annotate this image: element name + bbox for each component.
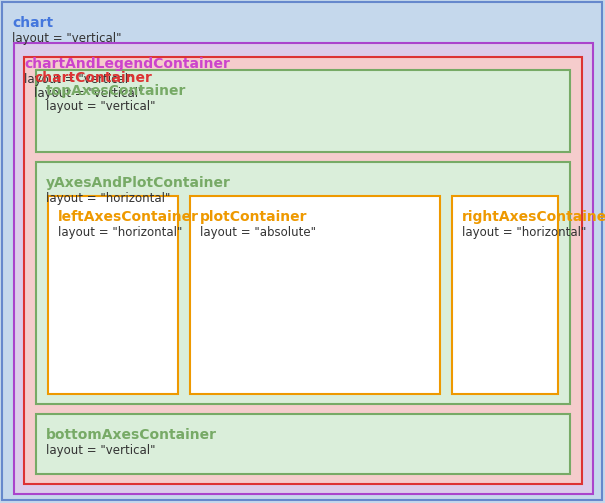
Text: layout = "vertical": layout = "vertical" [46,100,155,113]
Text: rightAxesContainer: rightAxesContainer [462,210,605,224]
Text: chart: chart [12,16,53,30]
Text: chartAndLegendContainer: chartAndLegendContainer [24,57,230,71]
Text: layout = "horizontal": layout = "horizontal" [462,226,586,239]
Text: layout = "vertical": layout = "vertical" [12,32,122,45]
Text: chartContainer: chartContainer [34,71,152,85]
Bar [190,196,440,394]
Bar [14,43,593,494]
Text: layout = "vertical": layout = "vertical" [34,87,143,100]
Text: layout = "horizontal": layout = "horizontal" [58,226,182,239]
Bar [24,57,582,484]
Text: layout = "absolute": layout = "absolute" [200,226,316,239]
Text: plotContainer: plotContainer [200,210,307,224]
Text: leftAxesContainer: leftAxesContainer [58,210,199,224]
Text: topAxesContainer: topAxesContainer [46,84,186,98]
Text: bottomAxesContainer: bottomAxesContainer [46,428,217,442]
Bar [48,196,178,394]
Bar [36,162,570,404]
Text: layout = "vertical": layout = "vertical" [24,73,134,86]
Text: layout = "vertical": layout = "vertical" [46,444,155,457]
Text: yAxesAndPlotContainer: yAxesAndPlotContainer [46,176,231,190]
Bar [36,414,570,474]
Bar [36,70,570,152]
Text: layout = "horizontal": layout = "horizontal" [46,192,171,205]
Bar [452,196,558,394]
